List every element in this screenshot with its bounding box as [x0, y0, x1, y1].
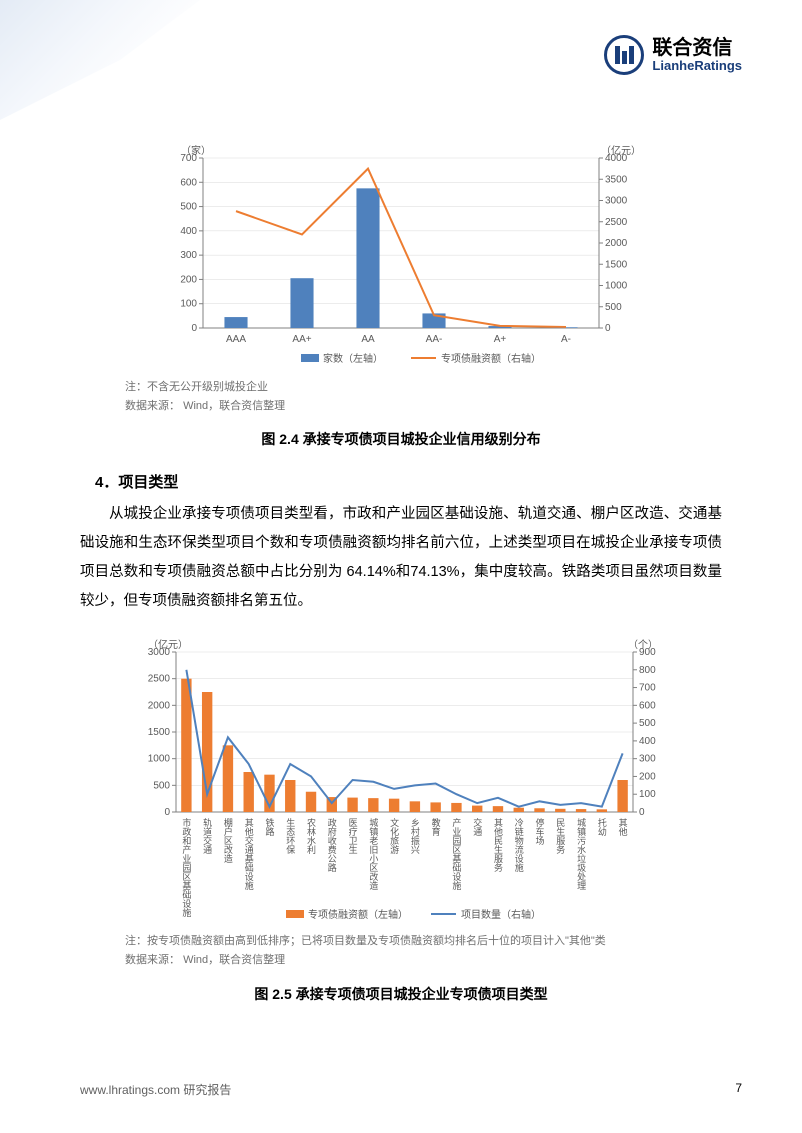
svg-text:500: 500 — [153, 781, 170, 792]
svg-text:文化旅游: 文化旅游 — [389, 817, 399, 855]
chart1-caption: 图 2.4 承接专项债项目城投企业信用级别分布 — [80, 429, 722, 449]
chart-2-4: 0100200300400500600700050010001500200025… — [131, 140, 671, 370]
logo-icon — [604, 35, 644, 75]
svg-text:1500: 1500 — [148, 727, 171, 738]
svg-text:民生服务: 民生服务 — [555, 818, 565, 855]
svg-text:教育: 教育 — [431, 817, 441, 837]
svg-text:300: 300 — [639, 754, 656, 765]
svg-text:200: 200 — [180, 274, 197, 285]
svg-text:项目数量（右轴）: 项目数量（右轴） — [461, 908, 541, 921]
svg-text:3000: 3000 — [605, 196, 628, 207]
svg-text:交通: 交通 — [472, 817, 482, 837]
svg-text:0: 0 — [639, 807, 645, 818]
logo-text-en: LianheRatings — [652, 59, 742, 73]
svg-text:AA: AA — [361, 334, 375, 345]
svg-text:0: 0 — [191, 323, 197, 334]
page-number: 7 — [735, 1081, 742, 1098]
section-4-title: 4．项目类型 — [80, 471, 722, 492]
chart1-note-line1: 注：不含无公开级别城投企业 — [125, 378, 722, 397]
svg-text:0: 0 — [164, 807, 170, 818]
svg-text:600: 600 — [180, 177, 197, 188]
svg-text:铁路: 铁路 — [264, 817, 274, 837]
svg-text:乡村振兴: 乡村振兴 — [410, 818, 420, 855]
svg-text:专项债融资额（右轴）: 专项债融资额（右轴） — [441, 352, 541, 365]
svg-text:1000: 1000 — [148, 754, 171, 765]
svg-text:1500: 1500 — [605, 259, 628, 270]
svg-text:AA+: AA+ — [292, 334, 311, 345]
svg-text:100: 100 — [639, 790, 656, 801]
svg-text:AAA: AAA — [226, 334, 246, 345]
svg-text:专项债融资额（左轴）: 专项债融资额（左轴） — [308, 908, 408, 921]
chart1-note: 注：不含无公开级别城投企业 数据来源： Wind，联合资信整理 — [125, 378, 722, 415]
svg-text:政府收费公路: 政府收费公路 — [327, 817, 337, 873]
svg-text:1000: 1000 — [605, 281, 628, 292]
svg-text:AA-: AA- — [426, 334, 443, 345]
svg-text:其他民生服务: 其他民生服务 — [493, 818, 503, 873]
svg-text:500: 500 — [605, 302, 622, 313]
svg-text:100: 100 — [180, 299, 197, 310]
svg-text:3500: 3500 — [605, 174, 628, 185]
svg-text:棚户区改造: 棚户区改造 — [223, 817, 233, 864]
svg-text:其他交通基础设施: 其他交通基础设施 — [244, 818, 254, 891]
chart2-note-line1: 注：按专项债融资额由高到低排序；已将项目数量及专项债融资额均排名后十位的项目计入… — [125, 932, 722, 951]
svg-text:2000: 2000 — [605, 238, 628, 249]
svg-text:600: 600 — [639, 701, 656, 712]
footer-left: www.lhratings.com 研究报告 — [80, 1081, 231, 1098]
chart1-note-label: 数据来源： — [125, 400, 180, 412]
svg-text:（亿元）: （亿元） — [148, 638, 188, 651]
chart2-note-label: 数据来源： — [125, 954, 180, 966]
chart1-note-source: Wind，联合资信整理 — [183, 400, 285, 412]
svg-text:2500: 2500 — [605, 217, 628, 228]
svg-text:700: 700 — [639, 683, 656, 694]
svg-text:200: 200 — [639, 772, 656, 783]
chart2-note: 注：按专项债融资额由高到低排序；已将项目数量及专项债融资额均排名后十位的项目计入… — [125, 932, 722, 969]
svg-text:冷链物流设施: 冷链物流设施 — [514, 817, 524, 873]
chart-2-5: 0500100015002000250030000100200300400500… — [131, 634, 671, 924]
svg-text:0: 0 — [605, 323, 611, 334]
svg-text:2000: 2000 — [148, 701, 171, 712]
svg-text:（个）: （个） — [628, 639, 658, 651]
svg-text:医疗卫生: 医疗卫生 — [348, 818, 358, 854]
svg-text:800: 800 — [639, 665, 656, 676]
svg-text:A-: A- — [561, 334, 571, 345]
svg-text:产业园区基础设施: 产业园区基础设施 — [451, 817, 461, 891]
svg-text:停车场: 停车场 — [535, 817, 545, 846]
svg-text:其他: 其他 — [618, 818, 628, 837]
svg-text:农林水利: 农林水利 — [306, 817, 316, 854]
svg-text:（亿元）: （亿元） — [601, 144, 641, 157]
header-logo: 联合资信 LianheRatings — [604, 35, 742, 75]
svg-text:500: 500 — [180, 202, 197, 213]
section-4-body: 从城投企业承接专项债项目类型看，市政和产业园区基础设施、轨道交通、棚户区改造、交… — [80, 500, 722, 616]
svg-text:300: 300 — [180, 250, 197, 261]
svg-text:生态环保: 生态环保 — [285, 817, 295, 855]
logo-text-cn: 联合资信 — [652, 37, 742, 59]
svg-text:2500: 2500 — [148, 674, 171, 685]
svg-text:市政和产业园区基础设施: 市政和产业园区基础设施 — [181, 817, 191, 918]
svg-text:轨道交通: 轨道交通 — [202, 817, 212, 855]
svg-text:（家）: （家） — [181, 144, 211, 157]
page-footer: www.lhratings.com 研究报告 7 — [80, 1081, 742, 1098]
svg-text:城镇污水垃圾处理: 城镇污水垃圾处理 — [576, 818, 586, 890]
svg-text:500: 500 — [639, 718, 656, 729]
svg-text:A+: A+ — [494, 334, 507, 345]
chart2-caption: 图 2.5 承接专项债项目城投企业专项债项目类型 — [80, 984, 722, 1004]
page-content: 0100200300400500600700050010001500200025… — [80, 140, 722, 1026]
svg-text:家数（左轴）: 家数（左轴） — [323, 352, 383, 365]
svg-text:400: 400 — [639, 736, 656, 747]
svg-text:400: 400 — [180, 226, 197, 237]
chart2-note-source: Wind，联合资信整理 — [183, 954, 285, 966]
svg-text:托幼: 托幼 — [597, 817, 607, 837]
svg-text:城镇老旧小区改造: 城镇老旧小区改造 — [368, 818, 378, 891]
corner-decor — [0, 0, 200, 120]
